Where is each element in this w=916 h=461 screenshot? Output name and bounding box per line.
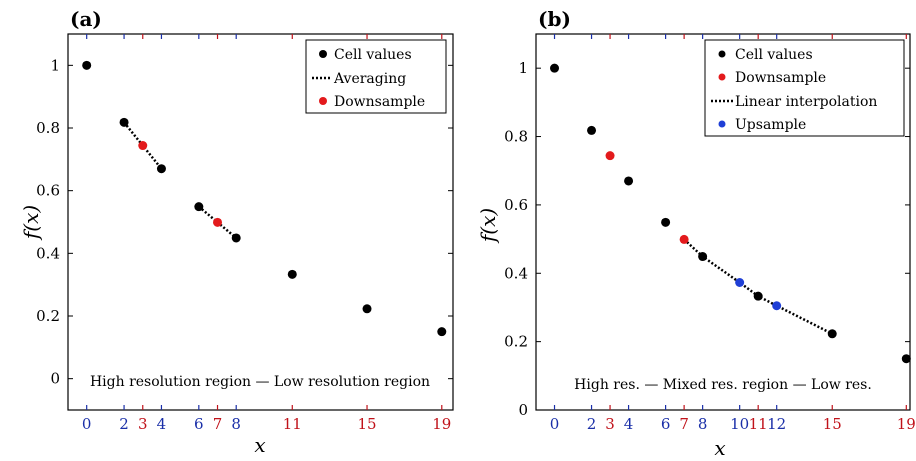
panel-b-legend-label-downsample: Downsample xyxy=(735,70,826,86)
panel-a: (a) x f(x) High resolution region — Low … xyxy=(19,7,454,457)
panel-a-ytick-label: 0.6 xyxy=(36,182,60,200)
panel-a-legend: Cell values Averaging Downsample xyxy=(305,39,447,114)
panel-b-series-line xyxy=(683,238,833,335)
panel-b-legend-label-upsample: Upsample xyxy=(735,117,806,133)
panel-a-legend-marker-cell xyxy=(319,50,327,58)
panel-b-ylabel: f(x) xyxy=(476,208,500,244)
panel-a-point-cell-values xyxy=(119,117,129,127)
panel-b-point-cell-values xyxy=(698,252,708,262)
panel-a-ytick-label: 1 xyxy=(50,56,60,74)
panel-b-point-cell-values xyxy=(550,63,560,73)
panel-b-point-cell-values xyxy=(661,217,671,227)
panel-a-xtick-label: 15 xyxy=(357,415,376,433)
panel-a-legend-label-downsample: Downsample xyxy=(334,94,425,110)
panel-b-legend-label-cell: Cell values xyxy=(735,47,813,63)
panel-b-xtick-label: 8 xyxy=(698,415,708,433)
panel-b-legend-marker-upsample xyxy=(718,120,726,128)
panel-a-legend-marker-downsample xyxy=(319,97,327,105)
panel-b-ytick-label: 0.2 xyxy=(504,333,528,351)
panel-a-legend-box xyxy=(305,39,447,114)
panel-a-ytick-label: 0.8 xyxy=(36,119,60,137)
panel-b-legend-marker-downsample xyxy=(718,73,726,81)
panel-a-xtick-label: 11 xyxy=(283,415,302,433)
panel-a-point-cell-values xyxy=(82,60,92,70)
panel-b-ytick-label: 0.8 xyxy=(504,128,528,146)
panel-a-point-cell-values xyxy=(437,327,447,337)
panel-b-ytick-label: 0 xyxy=(518,401,528,419)
panel-b-point-cell-values xyxy=(901,354,911,364)
panel-b-legend-marker-cell xyxy=(718,50,726,58)
panel-a-legend-label-averaging: Averaging xyxy=(333,71,406,87)
panel-b-axes-frame xyxy=(535,33,911,411)
panel-a-xtick-label: 8 xyxy=(231,415,241,433)
panel-b-ytick-label: 1 xyxy=(518,59,528,77)
panel-b-legend-box xyxy=(704,39,905,137)
panel-b-point-upsample xyxy=(772,301,782,311)
panel-a-region-note: High resolution region — Low resolution … xyxy=(90,374,430,390)
panel-a-point-downsample xyxy=(213,217,223,227)
panel-b-xtick-label: 3 xyxy=(605,415,615,433)
panel-b-xtick-label: 2 xyxy=(587,415,597,433)
panel-b-xlabel: x xyxy=(714,436,725,460)
panel-a-point-cell-values xyxy=(362,304,372,314)
panel-b-point-cell-values xyxy=(827,329,837,339)
panel-a-point-downsample xyxy=(138,141,148,151)
panel-a-ylabel: f(x) xyxy=(19,205,43,241)
panel-a-xlabel: x xyxy=(254,433,265,457)
panel-b-xtick-label: 11 xyxy=(749,415,768,433)
panel-a-xtick-label: 4 xyxy=(157,415,167,433)
panel-b-point-downsample xyxy=(679,234,689,244)
panel-b-label: (b) xyxy=(538,7,571,31)
panel-b-xtick-label: 6 xyxy=(661,415,671,433)
panel-b-point-downsample xyxy=(605,151,615,161)
panel-a-point-cell-values xyxy=(156,164,166,174)
panel-a-xtick-label: 2 xyxy=(119,415,129,433)
panel-a-label: (a) xyxy=(70,7,102,31)
panel-a-point-cell-values xyxy=(231,233,241,243)
panel-a-xtick-label: 19 xyxy=(432,415,451,433)
panel-b-region-note: High res. — Mixed res. region — Low res. xyxy=(574,377,872,393)
panel-b-point-cell-values xyxy=(753,291,763,301)
panel-b-ytick-label: 0.4 xyxy=(504,264,528,282)
panel-b-xtick-label: 4 xyxy=(624,415,634,433)
panel-a-xtick-label: 7 xyxy=(213,415,223,433)
panel-a-ytick-label: 0.2 xyxy=(36,307,60,325)
panel-b-point-cell-values xyxy=(624,176,634,186)
panel-b-legend: Cell values Downsample Linear interpolat… xyxy=(704,39,905,137)
panel-a-axes-frame xyxy=(67,33,454,411)
panel-b-point-upsample xyxy=(735,278,745,288)
panel-b-point-cell-values xyxy=(587,125,597,135)
panel-b-ytick-label: 0.6 xyxy=(504,196,528,214)
panel-b-xtick-label: 0 xyxy=(550,415,560,433)
panel-b-legend-label-interpolation: Linear interpolation xyxy=(735,94,877,110)
panel-b: (b) x f(x) High res. — Mixed res. region… xyxy=(476,7,916,460)
panel-a-legend-label-cell: Cell values xyxy=(334,47,412,63)
panel-b-xtick-label: 12 xyxy=(767,415,786,433)
panel-a-xtick-label: 3 xyxy=(138,415,148,433)
panel-b-xtick-label: 7 xyxy=(679,415,689,433)
panel-b-xtick-label: 15 xyxy=(823,415,842,433)
panel-a-xtick-label: 0 xyxy=(82,415,92,433)
panel-a-point-cell-values xyxy=(287,269,297,279)
panel-a-ytick-label: 0.4 xyxy=(36,244,60,262)
panel-b-xtick-label: 10 xyxy=(730,415,749,433)
panel-a-xtick-label: 6 xyxy=(194,415,204,433)
panel-a-ytick-label: 0 xyxy=(50,370,60,388)
panel-a-point-cell-values xyxy=(194,202,204,212)
panel-b-xtick-label: 19 xyxy=(897,415,916,433)
